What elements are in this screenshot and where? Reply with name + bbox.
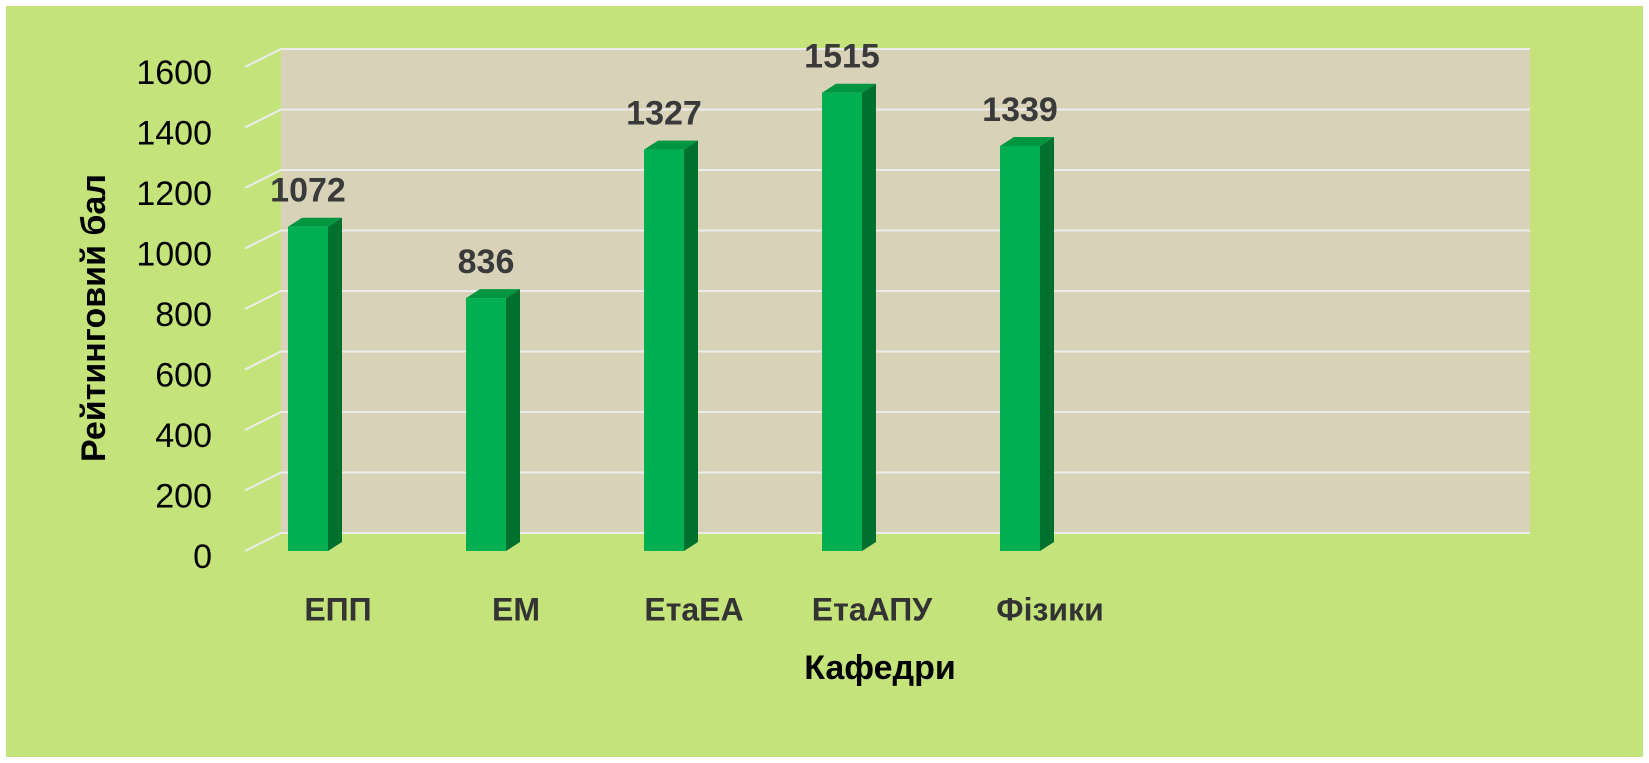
y-axis-title: Рейтинговий бал	[75, 174, 113, 462]
bar	[644, 149, 684, 551]
bar-top	[288, 217, 342, 227]
grid-line	[244, 290, 1530, 310]
grid-line	[244, 532, 1530, 552]
grid-line	[244, 229, 1530, 250]
y-tick-label: 800	[155, 296, 212, 334]
y-tick-label: 0	[193, 538, 212, 576]
y-tick-label: 1200	[136, 175, 212, 213]
y-tick-label: 1600	[136, 54, 212, 92]
bar-top	[466, 289, 520, 299]
data-label: 1072	[270, 172, 346, 210]
y-tick-label: 600	[155, 356, 212, 394]
grid-line	[244, 411, 1530, 431]
y-tick-label: 400	[155, 417, 212, 455]
bar	[466, 298, 506, 551]
grid-line	[244, 471, 1530, 492]
data-label: 1327	[626, 95, 702, 133]
bar-side	[862, 83, 876, 552]
grid-line	[244, 48, 1530, 68]
y-tick-label: 200	[155, 477, 212, 515]
bar	[288, 226, 328, 551]
bar-top	[822, 83, 876, 93]
bar-top	[1000, 136, 1054, 146]
bar-top	[644, 140, 698, 150]
bar	[822, 92, 862, 552]
bar-side	[1040, 136, 1054, 551]
grid-line	[244, 108, 1530, 129]
bar-side	[506, 289, 520, 551]
data-label: 836	[458, 243, 515, 281]
y-tick-label: 1000	[136, 235, 212, 273]
bar	[1000, 145, 1040, 551]
grid-line	[244, 350, 1530, 371]
bar-side	[684, 140, 698, 551]
bar-side	[328, 217, 342, 551]
x-tick-label: ЕтаАПУ	[812, 591, 934, 627]
data-label: 1339	[982, 91, 1058, 129]
x-tick-label: Фізики	[996, 591, 1103, 627]
x-tick-label: ЕМ	[492, 591, 540, 627]
x-axis-title: Кафедри	[804, 649, 956, 687]
x-tick-label: ЕтаЕА	[644, 591, 743, 627]
data-label: 1515	[804, 38, 880, 76]
y-tick-label: 1400	[136, 114, 212, 152]
grid-line	[244, 169, 1530, 189]
x-tick-label: ЕПП	[304, 591, 371, 627]
